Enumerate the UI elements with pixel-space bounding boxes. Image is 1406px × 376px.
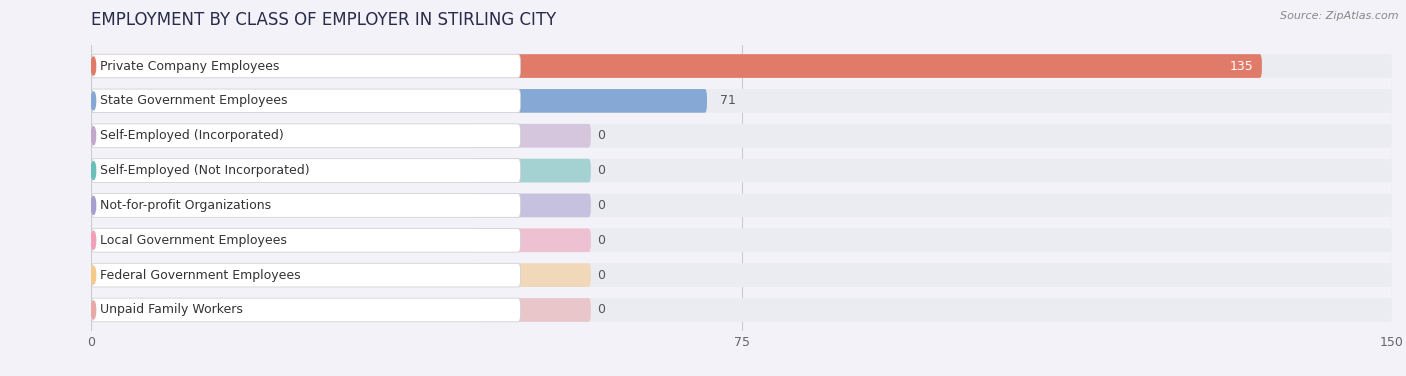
- Text: Self-Employed (Not Incorporated): Self-Employed (Not Incorporated): [100, 164, 309, 177]
- FancyBboxPatch shape: [91, 89, 1392, 113]
- FancyBboxPatch shape: [474, 194, 591, 217]
- FancyBboxPatch shape: [474, 229, 591, 252]
- FancyBboxPatch shape: [91, 229, 1392, 252]
- FancyBboxPatch shape: [91, 194, 520, 217]
- Text: 0: 0: [596, 268, 605, 282]
- FancyBboxPatch shape: [91, 54, 1392, 78]
- FancyBboxPatch shape: [91, 263, 1392, 287]
- FancyBboxPatch shape: [474, 263, 591, 287]
- Text: Local Government Employees: Local Government Employees: [100, 234, 287, 247]
- Text: Source: ZipAtlas.com: Source: ZipAtlas.com: [1281, 11, 1399, 21]
- FancyBboxPatch shape: [91, 159, 520, 182]
- FancyBboxPatch shape: [474, 124, 591, 147]
- FancyBboxPatch shape: [91, 229, 520, 252]
- Text: Federal Government Employees: Federal Government Employees: [100, 268, 301, 282]
- Circle shape: [91, 301, 96, 319]
- FancyBboxPatch shape: [91, 124, 520, 147]
- Text: 0: 0: [596, 164, 605, 177]
- FancyBboxPatch shape: [91, 298, 520, 322]
- Circle shape: [91, 57, 96, 75]
- Text: 0: 0: [596, 234, 605, 247]
- FancyBboxPatch shape: [91, 298, 1392, 322]
- Text: Unpaid Family Workers: Unpaid Family Workers: [100, 303, 243, 317]
- FancyBboxPatch shape: [91, 263, 520, 287]
- Circle shape: [91, 127, 96, 145]
- FancyBboxPatch shape: [91, 124, 1392, 147]
- FancyBboxPatch shape: [91, 194, 1392, 217]
- Circle shape: [91, 196, 96, 214]
- Text: State Government Employees: State Government Employees: [100, 94, 287, 108]
- FancyBboxPatch shape: [474, 159, 591, 182]
- Text: EMPLOYMENT BY CLASS OF EMPLOYER IN STIRLING CITY: EMPLOYMENT BY CLASS OF EMPLOYER IN STIRL…: [91, 11, 557, 29]
- Text: 0: 0: [596, 199, 605, 212]
- Circle shape: [91, 92, 96, 110]
- Text: 71: 71: [720, 94, 735, 108]
- FancyBboxPatch shape: [91, 89, 707, 113]
- Text: 135: 135: [1229, 59, 1253, 73]
- Text: Self-Employed (Incorporated): Self-Employed (Incorporated): [100, 129, 284, 142]
- Circle shape: [91, 162, 96, 180]
- Text: Private Company Employees: Private Company Employees: [100, 59, 280, 73]
- Text: 0: 0: [596, 303, 605, 317]
- Circle shape: [91, 231, 96, 249]
- FancyBboxPatch shape: [91, 89, 520, 113]
- FancyBboxPatch shape: [91, 54, 520, 78]
- FancyBboxPatch shape: [91, 159, 1392, 182]
- FancyBboxPatch shape: [91, 54, 1263, 78]
- Circle shape: [91, 266, 96, 284]
- Text: Not-for-profit Organizations: Not-for-profit Organizations: [100, 199, 271, 212]
- FancyBboxPatch shape: [474, 298, 591, 322]
- Text: 0: 0: [596, 129, 605, 142]
